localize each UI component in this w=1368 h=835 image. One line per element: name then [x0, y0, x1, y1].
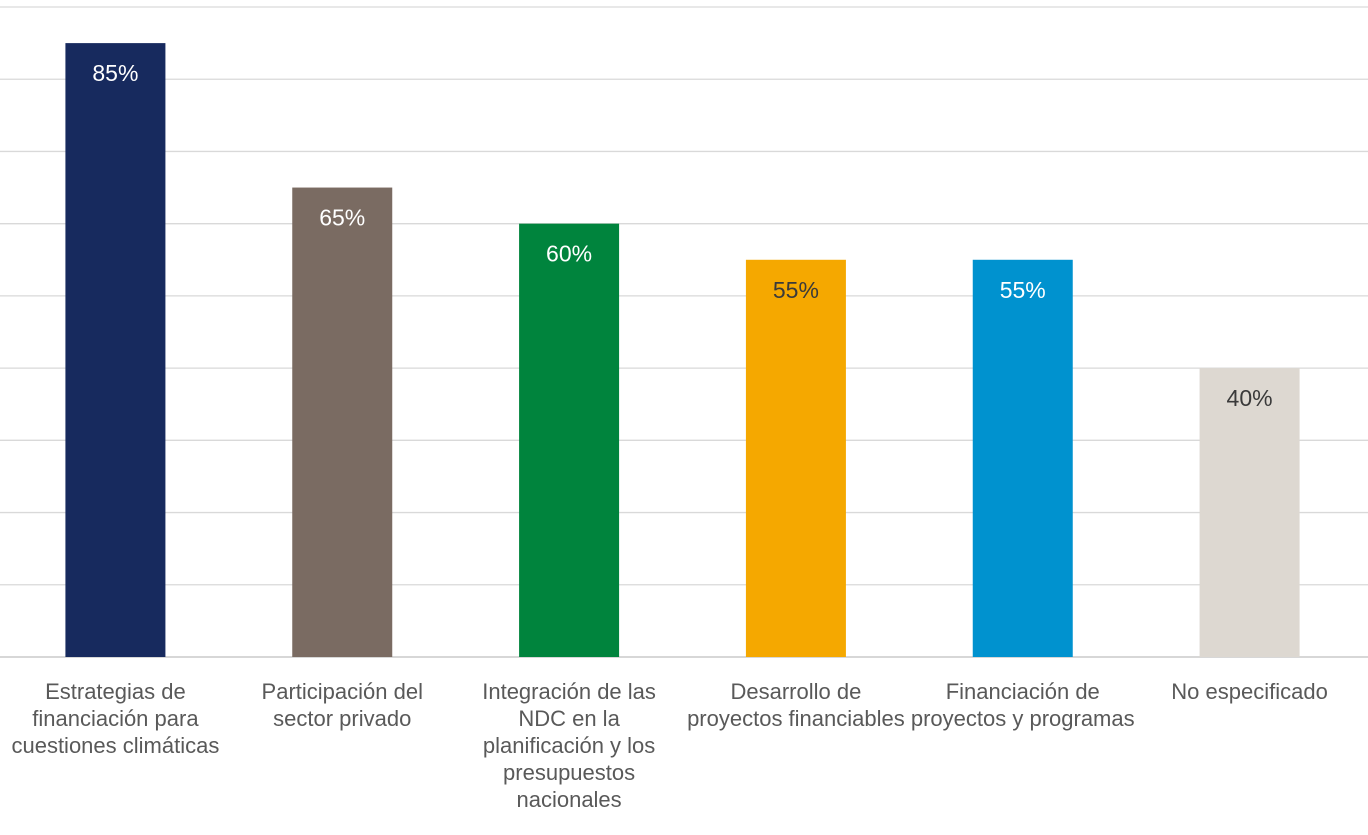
x-tick-label: Participación del sector privado	[261, 679, 423, 731]
data-label: 85%	[92, 60, 138, 86]
bar	[972, 259, 1073, 657]
x-tick-label: Integración de las NDC en la planificaci…	[482, 679, 656, 812]
bar	[292, 187, 393, 658]
x-tick-label: Desarrollo de proyectos financiables	[687, 679, 905, 731]
x-tick-label: Financiación de proyectos y programas	[910, 679, 1135, 731]
x-tick-label: No especificado	[1171, 679, 1328, 704]
bar	[1199, 368, 1300, 657]
bar	[519, 223, 620, 657]
bar	[745, 259, 846, 657]
data-label: 65%	[319, 205, 365, 231]
data-label: 60%	[546, 241, 592, 267]
x-tick-label: Estrategias de financiación para cuestio…	[11, 679, 220, 758]
data-label: 55%	[773, 277, 819, 303]
data-label: 55%	[1000, 277, 1046, 303]
bar	[65, 43, 166, 658]
data-label: 40%	[1227, 385, 1273, 411]
